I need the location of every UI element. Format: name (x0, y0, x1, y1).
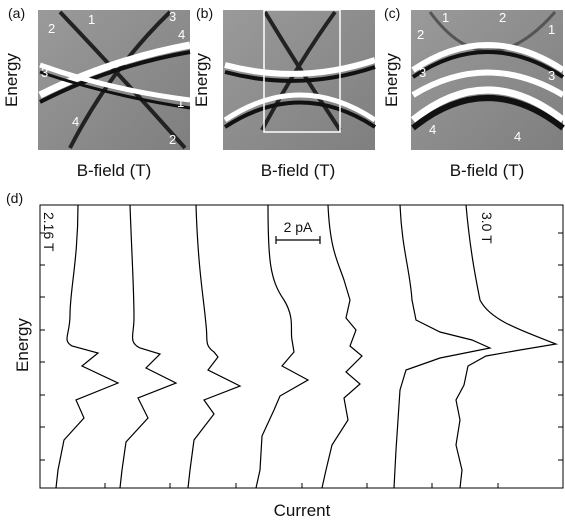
annotation: 4 (429, 122, 436, 137)
annotation: 4 (72, 114, 79, 129)
panel-b: (b) Energy B-field (T) (192, 5, 377, 180)
x-label: B-field (T) (77, 161, 152, 180)
annotation: 2 (169, 132, 176, 147)
scale-bar (275, 236, 321, 244)
highlight-box (263, 9, 341, 133)
trace (255, 204, 310, 489)
field-label: 2.16 T (41, 212, 57, 252)
annotation: 3 (41, 65, 48, 80)
annotation: 1 (442, 10, 449, 25)
annotation: 2 (417, 27, 424, 42)
y-label: Energy (382, 53, 401, 107)
y-label: Energy (192, 53, 211, 107)
annotation: 3 (169, 9, 176, 24)
annotation: 1 (88, 12, 95, 27)
ticks (40, 232, 563, 488)
annotation: 1 (177, 95, 184, 110)
annotation: 4 (514, 129, 521, 144)
annotation: 1 (548, 22, 555, 37)
trace (55, 204, 120, 489)
plot-frame (39, 204, 564, 489)
x-label: B-field (T) (450, 161, 525, 180)
scale-bar-label: 2 pA (284, 219, 313, 235)
annotation: 3 (419, 65, 426, 80)
annotation: 4 (178, 27, 185, 42)
panel-label: (c) (384, 5, 400, 21)
y-label: Energy (2, 53, 21, 107)
annotation: 2 (48, 21, 55, 36)
panel-d: (d) 2.16 T 3.0 T 2 pA (6, 190, 564, 520)
map-features (40, 12, 190, 148)
panel-c: (c) 1 2 2 1 3 3 4 4 Energy B-field (T) (382, 5, 565, 180)
x-label: B-field (T) (261, 161, 336, 180)
trace (187, 204, 242, 489)
panel-label: (a) (8, 5, 25, 21)
trace (393, 204, 492, 489)
trace (119, 204, 178, 489)
trace (321, 204, 363, 489)
annotation: 2 (499, 10, 506, 25)
trace (455, 204, 559, 489)
traces (55, 204, 559, 489)
panel-a: (a) 1 2 3 4 3 1 4 2 Energy B-field (T) (2, 5, 190, 180)
panel-label: (b) (196, 5, 213, 21)
panel-label: (d) (6, 190, 23, 206)
annotation: 3 (548, 68, 555, 83)
x-label: Current (274, 501, 331, 520)
field-label: 3.0 T (479, 212, 495, 244)
y-label: Energy (13, 318, 32, 372)
